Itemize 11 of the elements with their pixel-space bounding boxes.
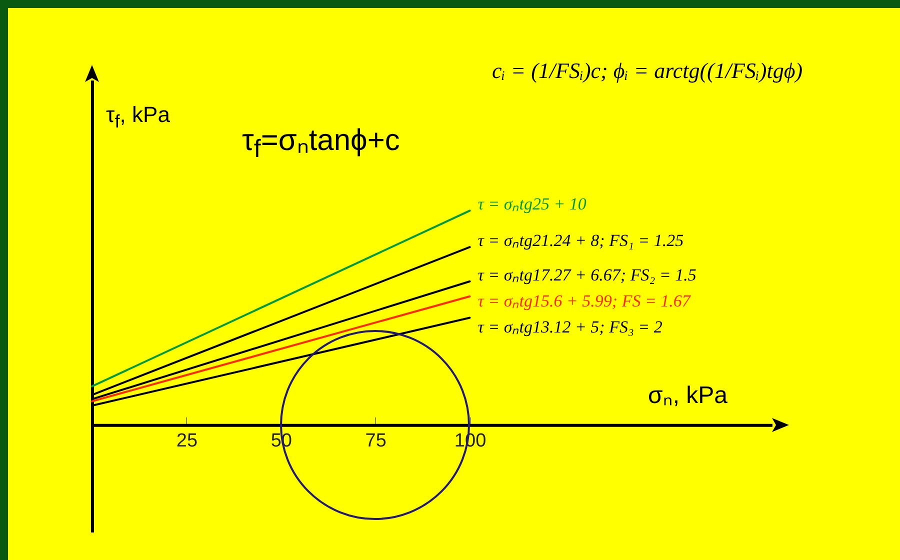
x-axis-title: σₙ, kPa [648, 380, 728, 410]
text: τ$_{f}$=σₙtanϕ+c [242, 123, 400, 164]
x-tick-label: 25 [176, 430, 198, 452]
text: cᵢ = (1/FSᵢ)c; ϕᵢ = arctg((1/FSᵢ)tgϕ) [492, 58, 803, 84]
series-label: τ = σₙtg13.12 + 5; FS₃ = 2 [478, 317, 663, 336]
x-tick-label: 75 [365, 430, 386, 452]
series-label: τ = σₙtg15.6 + 5.99; FS = 1.67 [478, 291, 692, 310]
y-axis-title: τ$_{f}$, kPa [106, 102, 170, 132]
series-label: τ = σₙtg17.27 + 6.67; FS₂ = 1.5 [478, 265, 696, 284]
series-label: τ = σₙtg25 + 10 [478, 194, 587, 214]
series-label: τ = σₙtg21.24 + 8; FS₁ = 1.25 [478, 231, 684, 250]
